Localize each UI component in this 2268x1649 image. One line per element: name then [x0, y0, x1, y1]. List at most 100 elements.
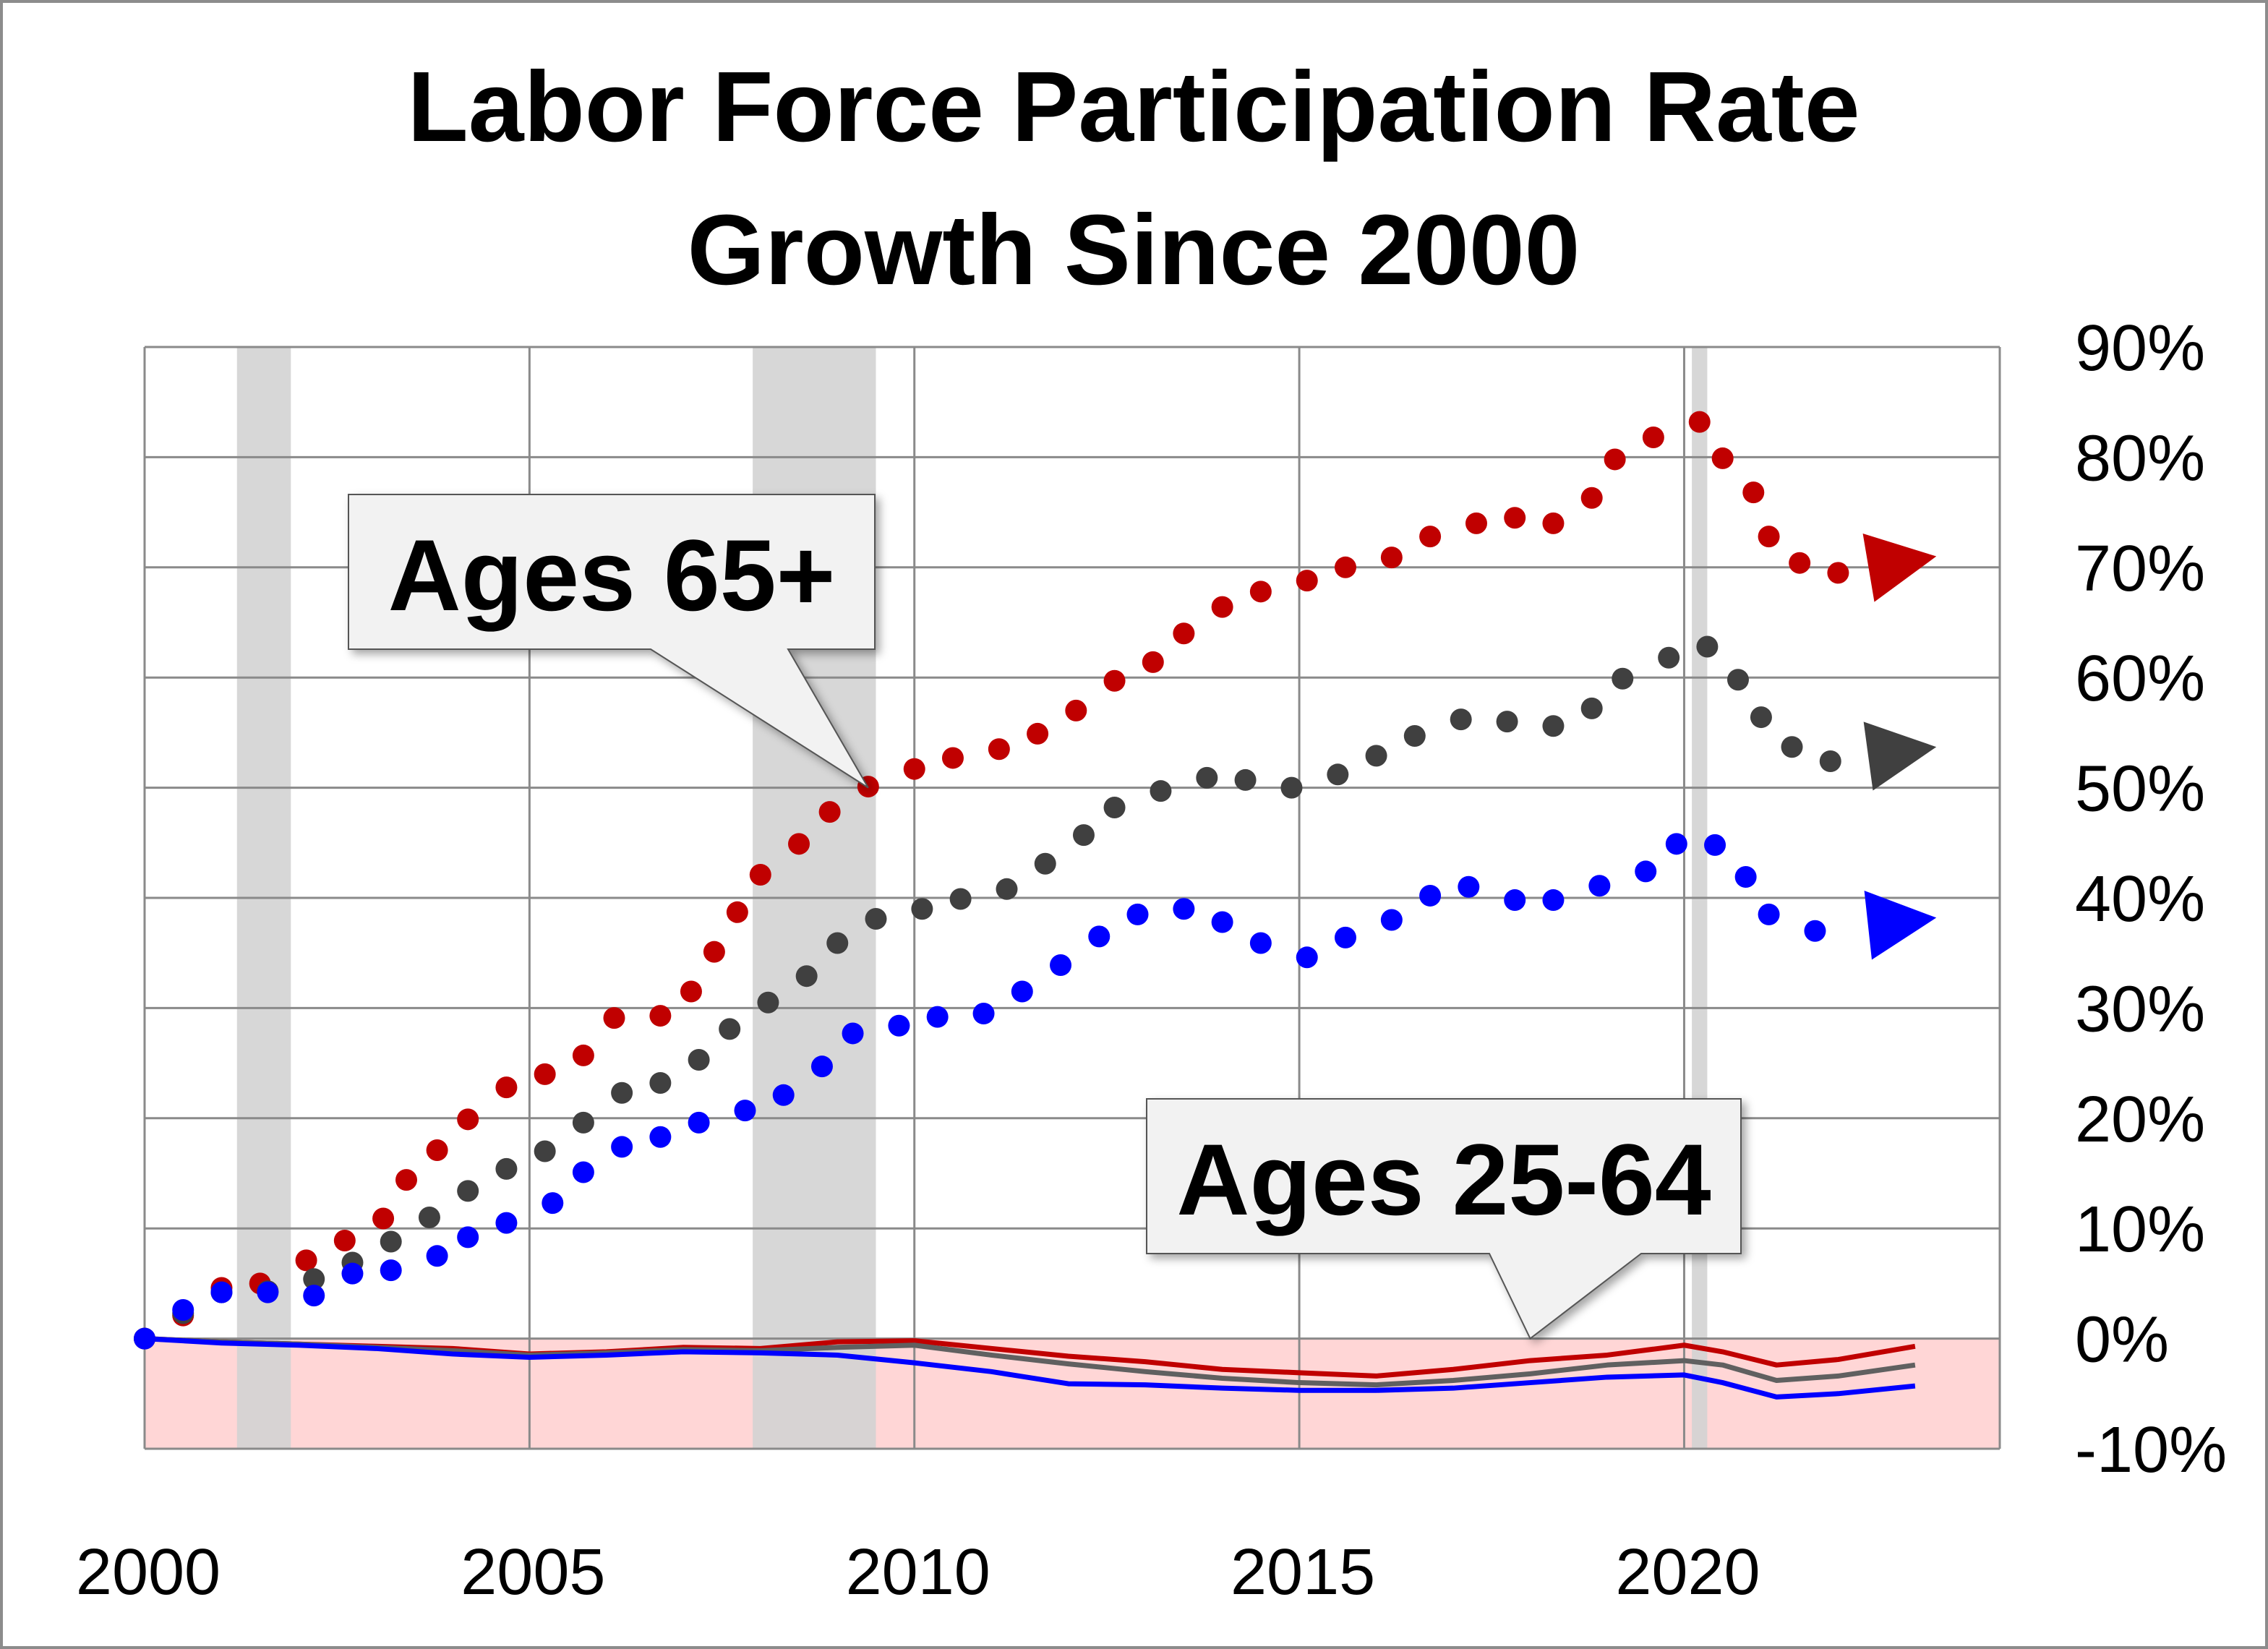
y-tick-label: 30%	[2075, 973, 2205, 1045]
data-point	[572, 1161, 594, 1183]
data-point	[295, 1249, 317, 1272]
y-tick-label: 10%	[2075, 1194, 2205, 1266]
y-tick-label: 60%	[2075, 643, 2205, 715]
y-tick-label: 50%	[2075, 753, 2205, 826]
data-point	[1819, 750, 1841, 773]
data-point	[1542, 889, 1565, 912]
data-point	[818, 801, 841, 823]
data-point	[1334, 926, 1356, 948]
data-point	[1011, 980, 1033, 1003]
data-point	[1072, 824, 1095, 847]
arrowhead	[1864, 891, 1937, 960]
data-point	[495, 1157, 518, 1180]
data-point	[426, 1139, 448, 1161]
data-point	[1642, 426, 1664, 448]
data-point	[726, 901, 748, 923]
data-point	[1365, 745, 1387, 767]
data-point	[649, 1126, 672, 1148]
callout-label: Ages 65+	[388, 518, 836, 632]
x-tick-label: 2005	[461, 1536, 605, 1609]
data-point	[534, 1063, 556, 1085]
data-point	[1542, 715, 1565, 737]
x-tick-label: 2020	[1615, 1536, 1760, 1609]
data-point	[134, 1327, 155, 1350]
callouts: Ages 65+ Ages 25-64	[348, 494, 1742, 1340]
y-tick-label: 80%	[2075, 422, 2205, 494]
data-point	[949, 888, 972, 910]
data-point	[1126, 903, 1149, 925]
x-tick-label: 2010	[846, 1536, 990, 1609]
data-point	[1580, 487, 1603, 509]
series-line	[144, 1336, 1916, 1400]
data-point	[649, 1072, 672, 1095]
data-point	[996, 878, 1018, 900]
data-point	[734, 1100, 756, 1122]
data-point	[842, 1022, 864, 1045]
data-point	[1734, 866, 1757, 888]
data-point	[865, 907, 887, 930]
data-point	[1249, 581, 1272, 603]
data-point	[1496, 711, 1518, 733]
data-point	[542, 1192, 564, 1215]
data-point	[772, 1084, 795, 1106]
data-point	[1419, 526, 1442, 548]
data-point	[1334, 556, 1356, 578]
data-point	[1604, 448, 1626, 471]
data-point	[1211, 596, 1233, 618]
data-point	[1380, 547, 1403, 569]
data-point	[826, 932, 849, 954]
y-tick-label: -10%	[2075, 1414, 2227, 1486]
callout-box	[348, 494, 876, 789]
y-tick-label: 20%	[2075, 1084, 2205, 1156]
data-point	[703, 941, 725, 963]
data-point	[1196, 766, 1218, 789]
series-line	[144, 1336, 1916, 1388]
data-point	[1234, 768, 1257, 791]
data-point	[1173, 622, 1195, 645]
data-point	[333, 1229, 356, 1251]
data-point	[372, 1207, 395, 1230]
data-point	[1465, 512, 1487, 534]
data-point	[1103, 797, 1126, 819]
ages-25-64-lines	[144, 1336, 1916, 1400]
data-point	[719, 1018, 741, 1040]
data-point	[903, 758, 925, 780]
callout-1: Ages 25-64	[1146, 1098, 1742, 1340]
data-point	[1665, 833, 1687, 855]
data-point	[1711, 447, 1734, 469]
data-point	[1542, 512, 1565, 534]
data-point	[1704, 834, 1726, 856]
data-point	[611, 1082, 633, 1104]
data-point	[1742, 481, 1765, 504]
data-point	[688, 1049, 710, 1071]
data-point	[1804, 920, 1826, 942]
data-point	[1827, 562, 1849, 584]
data-point	[1458, 875, 1480, 898]
x-tick-label: 2015	[1231, 1536, 1375, 1609]
chart-title-line-1: Labor Force Participation Rate	[407, 51, 1860, 163]
data-point	[1280, 776, 1303, 799]
arrowhead	[1862, 533, 1937, 602]
data-point	[1296, 570, 1318, 592]
data-point	[572, 1111, 594, 1134]
data-point	[1789, 552, 1811, 574]
data-point	[303, 1285, 325, 1307]
data-point	[649, 1005, 672, 1027]
data-point	[1504, 507, 1526, 529]
data-point	[303, 1268, 325, 1290]
chart-title-line-2: Growth Since 2000	[688, 194, 1580, 306]
axis-ticks: 90% 80% 70% 60% 50% 40% 30% 20% 10% 0% -10% 2000 200…	[76, 312, 2227, 1609]
y-tick-label: 90%	[2075, 312, 2205, 385]
data-point	[380, 1230, 402, 1253]
data-point	[572, 1044, 594, 1066]
data-point	[926, 1006, 949, 1028]
data-point	[1249, 932, 1272, 954]
data-point	[972, 1003, 995, 1025]
data-point	[603, 1007, 625, 1029]
data-point	[341, 1262, 364, 1285]
data-point	[495, 1212, 518, 1234]
data-point	[495, 1076, 518, 1099]
data-point	[1296, 946, 1318, 969]
data-point	[1612, 667, 1634, 690]
callout-label: Ages 25-64	[1176, 1123, 1711, 1236]
